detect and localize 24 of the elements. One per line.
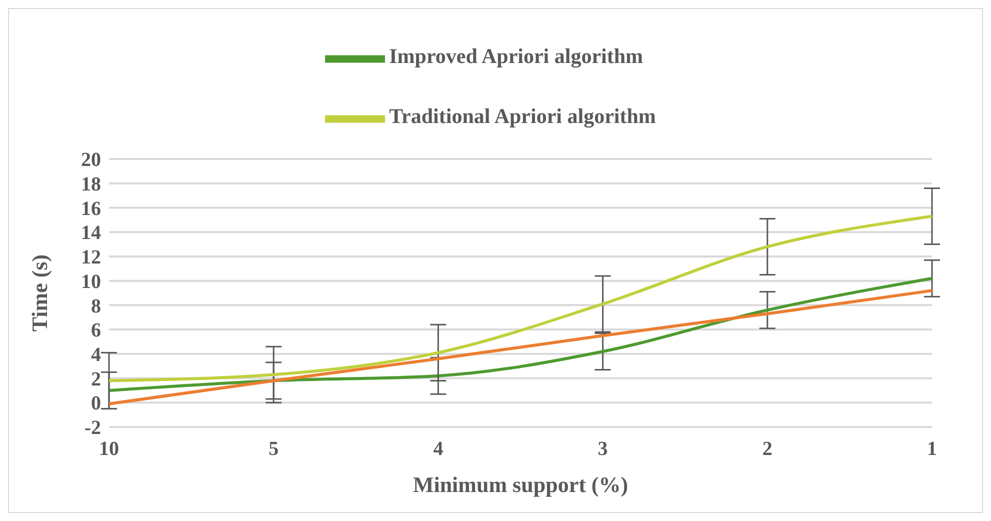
x-tick-label: 1 (927, 438, 937, 460)
y-tick-label: 4 (91, 344, 101, 366)
y-tick-label: -2 (84, 417, 101, 440)
x-tick-label: 3 (598, 438, 608, 460)
x-tick-label: 2 (762, 438, 772, 460)
y-tick-label: 8 (91, 295, 101, 318)
y-tick-label: 12 (81, 246, 101, 269)
x-tick-label: 4 (433, 438, 444, 460)
y-tick-label: 14 (81, 222, 101, 244)
x-tick-label: 5 (268, 438, 279, 460)
y-axis-title: Time (s) (26, 254, 52, 332)
y-tick-label: 20 (81, 149, 101, 172)
y-tick-label: 2 (91, 368, 101, 390)
y-tick-label: 16 (81, 198, 101, 220)
line-series (108, 214, 934, 382)
line-series (108, 289, 934, 406)
y-tick-label: 18 (81, 173, 101, 196)
y-tick-label: 10 (81, 270, 101, 293)
y-tick-label: 0 (91, 392, 101, 415)
line-series (108, 276, 934, 392)
y-tick-label: 6 (91, 320, 101, 342)
legend-label: Traditional Apriori algorithm (389, 104, 656, 128)
x-axis-title: Minimum support (%) (412, 472, 628, 497)
legend-label: Improved Apriori algorithm (389, 44, 644, 68)
